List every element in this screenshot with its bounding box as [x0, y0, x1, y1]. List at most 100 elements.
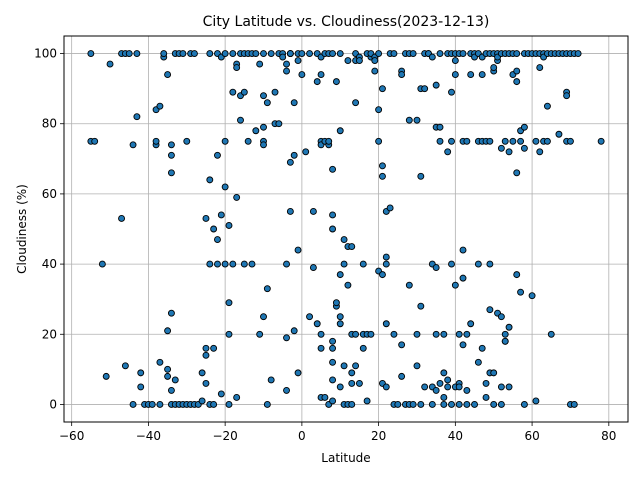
- data-point: [352, 362, 360, 370]
- data-point: [513, 50, 521, 57]
- data-point: [190, 50, 198, 57]
- data-point: [398, 372, 406, 380]
- data-point: [497, 144, 505, 152]
- data-point: [375, 106, 383, 114]
- data-point: [386, 204, 394, 212]
- data-point: [367, 330, 375, 338]
- data-point: [379, 162, 386, 170]
- data-point: [486, 306, 494, 314]
- data-point: [167, 309, 175, 317]
- data-point: [505, 383, 513, 391]
- data-point: [471, 401, 478, 408]
- data-point: [444, 376, 452, 384]
- data-point: [432, 386, 440, 394]
- data-point: [455, 383, 463, 391]
- data-point: [302, 148, 310, 156]
- data-point: [233, 64, 241, 72]
- data-point: [164, 71, 172, 79]
- data-point: [359, 344, 367, 352]
- x-tick-label: 0: [298, 429, 306, 443]
- data-point: [597, 137, 605, 145]
- data-point: [459, 274, 467, 282]
- data-point: [91, 137, 99, 145]
- data-point: [336, 127, 344, 135]
- y-axis-ticks: 0 20 40 60 80 100: [34, 47, 64, 411]
- data-point: [294, 369, 302, 377]
- data-point: [129, 401, 137, 408]
- data-point: [440, 369, 448, 377]
- data-point: [448, 260, 455, 268]
- data-point: [490, 369, 498, 377]
- data-point: [156, 102, 164, 110]
- data-point: [164, 327, 172, 335]
- data-point: [405, 281, 413, 289]
- data-point: [513, 78, 521, 86]
- data-point: [390, 50, 398, 57]
- data-point: [444, 383, 452, 391]
- data-point: [137, 383, 145, 391]
- data-point: [543, 137, 551, 145]
- data-point: [570, 401, 578, 408]
- data-point: [574, 50, 582, 57]
- data-point: [221, 183, 229, 191]
- data-point: [263, 285, 271, 293]
- data-point: [513, 169, 521, 177]
- data-point: [348, 401, 356, 408]
- data-point: [451, 57, 459, 65]
- data-point: [217, 390, 225, 398]
- data-point: [463, 330, 471, 338]
- data-point: [375, 137, 383, 145]
- data-point: [478, 344, 486, 352]
- data-point: [348, 369, 356, 377]
- data-point: [329, 337, 337, 345]
- data-point: [547, 330, 555, 338]
- data-point: [102, 372, 110, 380]
- data-point: [225, 401, 233, 408]
- data-point: [294, 246, 302, 254]
- data-point: [164, 372, 172, 380]
- data-point: [329, 397, 337, 405]
- x-tick-label: −60: [59, 429, 84, 443]
- data-point: [371, 67, 379, 75]
- data-point: [352, 330, 360, 338]
- data-point: [221, 137, 229, 145]
- data-point: [152, 137, 160, 145]
- data-point: [336, 313, 344, 321]
- data-point: [164, 365, 172, 373]
- data-point: [332, 78, 340, 86]
- data-point: [256, 60, 264, 68]
- data-point: [417, 302, 425, 310]
- x-tick-label: −40: [136, 429, 161, 443]
- data-point: [432, 81, 440, 89]
- data-point: [336, 383, 344, 391]
- data-point: [263, 99, 271, 107]
- data-point: [501, 337, 509, 345]
- data-point: [225, 299, 233, 307]
- data-point: [440, 401, 448, 408]
- data-point: [394, 401, 402, 408]
- data-point: [179, 50, 187, 57]
- data-point: [359, 260, 367, 268]
- data-point: [336, 50, 344, 57]
- data-point: [329, 165, 337, 173]
- data-point: [482, 379, 490, 387]
- data-point: [167, 141, 175, 149]
- data-point: [467, 320, 475, 328]
- data-point: [398, 341, 406, 349]
- data-point: [336, 320, 344, 328]
- data-point: [474, 260, 482, 268]
- data-point: [451, 71, 459, 79]
- x-axis-label: Latitude: [321, 451, 370, 465]
- data-point: [409, 401, 417, 408]
- data-point: [283, 386, 290, 394]
- data-point: [125, 50, 133, 57]
- data-point: [240, 88, 248, 96]
- data-point: [171, 376, 179, 384]
- data-point: [198, 397, 206, 405]
- data-point: [363, 397, 371, 405]
- x-tick-label: 40: [448, 429, 463, 443]
- data-point: [375, 50, 383, 57]
- data-point: [309, 207, 317, 215]
- x-tick-label: 20: [371, 429, 386, 443]
- data-point: [133, 113, 141, 121]
